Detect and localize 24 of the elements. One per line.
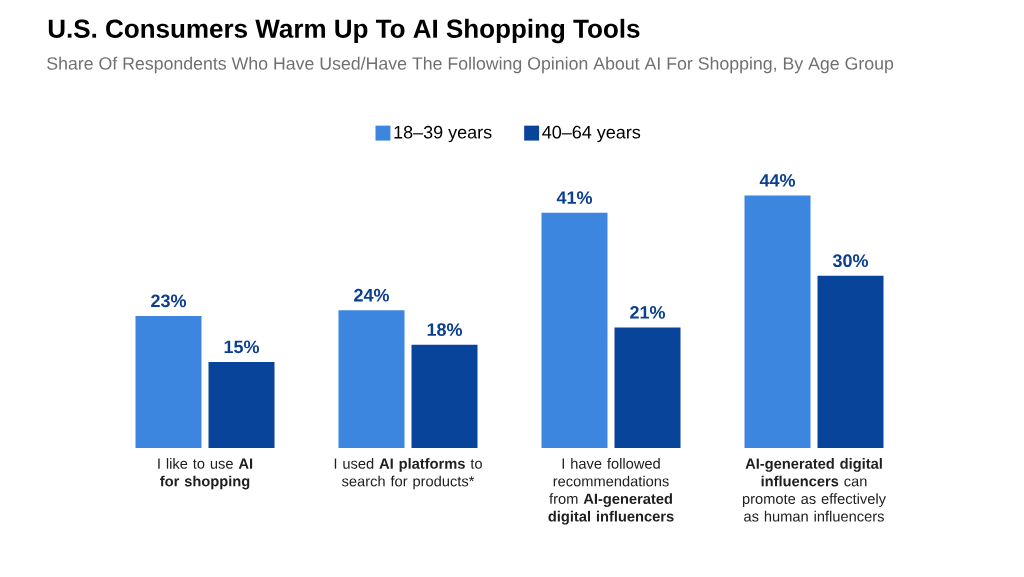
data-label: 18%	[427, 323, 463, 336]
bar	[411, 344, 478, 448]
data-label: 30%	[832, 254, 869, 268]
bar	[541, 212, 608, 448]
bar	[744, 195, 811, 448]
legend-label: 40–64 years	[542, 125, 641, 143]
data-label: 44%	[759, 174, 796, 187]
data-label: 24%	[354, 288, 390, 302]
chart-subtitle: Share Of Respondents Who Have Used/Have The Following Opinion About AI For Shopping, By Age Group	[47, 56, 894, 74]
data-label: 21%	[630, 306, 666, 319]
data-label: 41%	[556, 191, 593, 204]
bar	[817, 275, 884, 448]
bar	[208, 361, 275, 448]
bar	[614, 327, 681, 448]
bar	[338, 310, 405, 448]
x-tick-label: AI-generated digital influencers can promote as effectively as human influencers	[742, 458, 886, 522]
x-tick-label: I used AI platforms to search for products*	[334, 458, 482, 490]
data-label: 15%	[224, 340, 260, 354]
x-tick-label: I have followed recommendations from AI-generated digital influencers	[548, 458, 674, 525]
chart-title: U.S. Consumers Warm Up To AI Shopping Tools	[48, 18, 640, 44]
bar	[135, 315, 202, 448]
x-tick-label: I like to use AI for shopping	[158, 458, 253, 490]
legend-label: 18–39 years	[394, 125, 492, 143]
data-label: 23%	[151, 294, 187, 308]
